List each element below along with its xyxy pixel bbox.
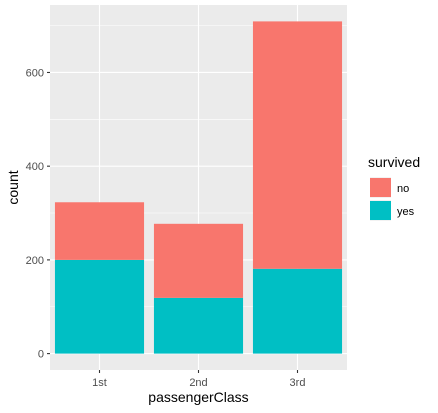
bar-2nd-no [153, 223, 244, 298]
bar-3rd-yes [252, 268, 343, 354]
legend-swatch-no [370, 178, 391, 197]
bar-1st-yes [54, 259, 145, 354]
x-tick-label: 1st [92, 377, 107, 389]
y-tick-label: 400 [26, 161, 44, 173]
bar-3rd-no [252, 21, 343, 269]
y-tick-label: 600 [26, 67, 44, 79]
bar-1st-no [54, 202, 145, 260]
legend-label-no: no [397, 183, 409, 195]
bars [54, 21, 343, 354]
y-tick-label: 0 [38, 349, 44, 361]
legend-title: survived [368, 154, 420, 170]
y-tick-label: 200 [26, 255, 44, 267]
x-axis-title: passengerClass [148, 389, 248, 405]
legend-label-yes: yes [397, 206, 415, 218]
y-axis-title: count [5, 170, 21, 204]
x-axis: 1st 2nd 3rd [92, 370, 305, 389]
legend-swatch-yes [370, 201, 391, 220]
bar-2nd-yes [153, 297, 244, 354]
x-tick-label: 2nd [189, 377, 207, 389]
y-axis: 0 200 400 600 [26, 67, 50, 361]
legend: survived no yes [368, 154, 420, 221]
x-tick-label: 3rd [290, 377, 306, 389]
